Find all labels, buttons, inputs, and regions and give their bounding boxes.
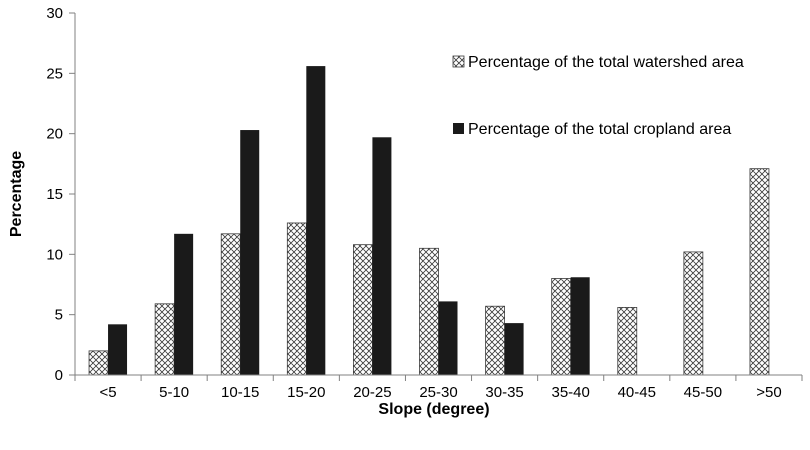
- x-tick-label: 10-15: [221, 384, 259, 401]
- bar-cropland: [438, 301, 458, 375]
- bar-cropland: [570, 277, 590, 375]
- x-tick-label: 25-30: [419, 384, 457, 401]
- bar-cropland: [240, 130, 260, 375]
- y-tick-label: 20: [46, 126, 63, 143]
- y-tick-label: 25: [46, 65, 63, 82]
- y-axis-title: Percentage: [8, 151, 25, 237]
- bar-watershed: [220, 233, 241, 376]
- bar-watershed: [683, 251, 704, 376]
- bar-watershed: [353, 244, 373, 376]
- bar-cropland: [174, 233, 194, 375]
- y-tick-label: 0: [55, 367, 63, 384]
- bar-watershed: [749, 168, 770, 376]
- bar-cropland: [108, 324, 128, 375]
- bar-cropland: [504, 323, 524, 375]
- x-axis-title: Slope (degree): [378, 401, 489, 418]
- x-tick-label: >50: [756, 384, 781, 401]
- y-tick-label: 15: [46, 186, 63, 203]
- y-ticks-group: 0 5 10 15 20 25 30: [46, 5, 75, 384]
- x-tick-label: 40-45: [618, 384, 656, 401]
- x-ticks-group: <5 5-10 10-15 15-20 20-25 25-30 30-35 35-40 40-4…: [74, 375, 803, 401]
- bar-cropland: [372, 137, 392, 375]
- bar-watershed: [419, 247, 439, 376]
- bar-cropland: [306, 66, 326, 376]
- bars-group: [88, 66, 770, 376]
- legend-swatch-cropland: [453, 123, 464, 134]
- bar-watershed: [286, 222, 307, 376]
- y-tick-label: 10: [46, 246, 63, 263]
- x-tick-label: 20-25: [353, 384, 391, 401]
- x-tick-label: 45-50: [684, 384, 722, 401]
- legend-label-cropland: Percentage of the total cropland area: [468, 121, 731, 138]
- bar-watershed: [551, 278, 572, 376]
- y-tick-label: 30: [46, 5, 63, 22]
- bar-watershed: [617, 307, 638, 376]
- bar-watershed: [485, 305, 505, 376]
- legend: Percentage of the total watershed area P…: [452, 54, 744, 138]
- bar-watershed: [154, 303, 175, 376]
- x-tick-label: 5-10: [159, 384, 189, 401]
- x-tick-label: 35-40: [551, 384, 589, 401]
- y-tick-label: 5: [55, 307, 63, 324]
- bar-watershed: [88, 350, 109, 376]
- legend-label-watershed: Percentage of the total watershed area: [468, 54, 744, 71]
- x-tick-label: 15-20: [287, 384, 325, 401]
- legend-swatch-watershed: [452, 55, 465, 68]
- x-tick-label: 30-35: [485, 384, 523, 401]
- x-tick-label: <5: [99, 384, 116, 401]
